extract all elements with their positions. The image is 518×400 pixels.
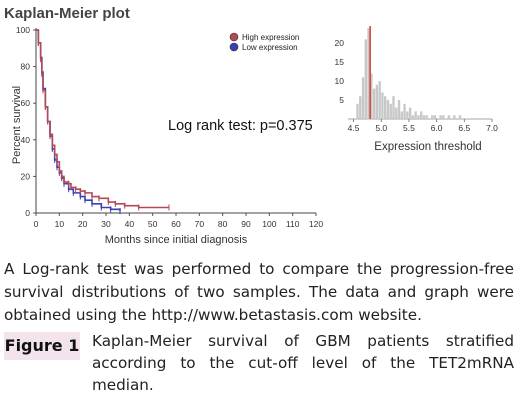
hist-bar bbox=[414, 111, 417, 119]
figure-description: A Log-rank test was performed to compare… bbox=[4, 260, 514, 324]
hist-x-tick-label: 5.5 bbox=[403, 123, 415, 133]
km-x-tick-label: 30 bbox=[101, 219, 111, 229]
legend-label-high: High expression bbox=[242, 33, 299, 42]
km-y-axis-label: Percent survival bbox=[11, 86, 23, 164]
hist-bar bbox=[367, 28, 370, 119]
hist-bar bbox=[389, 103, 392, 119]
km-x-tick-label: 20 bbox=[78, 219, 88, 229]
hist-bar bbox=[361, 77, 365, 119]
km-x-tick-label: 0 bbox=[34, 219, 39, 229]
hist-bar bbox=[403, 103, 406, 119]
hist-bar bbox=[447, 115, 451, 119]
kaplan-meier-chart: Kaplan-Meier plot 0 20 40 60 80 100 0 10 20 30 40 5… bbox=[4, 5, 323, 246]
hist-x-tick-label: 4.5 bbox=[348, 123, 360, 133]
hist-bar bbox=[364, 39, 367, 119]
km-x-tick-label: 40 bbox=[125, 219, 135, 229]
hist-bar bbox=[411, 115, 415, 119]
km-x-tick-label: 90 bbox=[241, 219, 251, 229]
km-x-tick-label: 60 bbox=[171, 219, 181, 229]
figure-caption: Kaplan-Meier survival of GBM patients st… bbox=[92, 332, 514, 394]
hist-y-tick-label: 15 bbox=[335, 57, 345, 67]
km-y-tick-label: 20 bbox=[21, 171, 31, 181]
legend-label-low: Low expression bbox=[242, 43, 298, 52]
hist-x-tick-label: 5.0 bbox=[375, 123, 387, 133]
legend-marker-high bbox=[229, 32, 239, 42]
km-y-tick-label: 0 bbox=[25, 208, 30, 218]
hist-x-tick-label: 7.0 bbox=[486, 123, 498, 133]
hist-y-tick-label: 10 bbox=[335, 76, 345, 86]
km-x-tick-label: 120 bbox=[309, 219, 323, 229]
hist-bar bbox=[453, 115, 456, 119]
km-x-tick-label: 70 bbox=[195, 219, 205, 229]
hist-bar bbox=[370, 73, 373, 119]
hist-bar bbox=[356, 103, 359, 119]
hist-bar bbox=[431, 115, 434, 119]
km-y-tick-label: 40 bbox=[21, 135, 31, 145]
hist-y-tick-label: 20 bbox=[335, 38, 345, 48]
km-y-tick-label: 60 bbox=[21, 98, 31, 108]
hist-bar bbox=[384, 96, 387, 119]
expression-histogram: 5 10 15 20 4.5 5.0 5.5 6.0 6.5 7.0 Expression thr… bbox=[335, 26, 498, 153]
hist-bar bbox=[417, 115, 420, 119]
km-x-tick-label: 50 bbox=[148, 219, 158, 229]
km-series-high bbox=[36, 29, 169, 209]
log-rank-annotation: Log rank test: p=0.375 bbox=[168, 118, 313, 134]
hist-bar bbox=[433, 115, 437, 119]
hist-bar bbox=[420, 111, 423, 119]
hist-bar bbox=[386, 100, 390, 119]
km-x-tick-label: 110 bbox=[286, 219, 300, 229]
hist-x-axis-label: Expression threshold bbox=[374, 141, 481, 153]
hist-bar bbox=[442, 115, 445, 119]
hist-bar bbox=[372, 88, 376, 119]
figure-graphic: Kaplan-Meier plot 0 20 40 60 80 100 0 10 20 30 40 5… bbox=[4, 5, 498, 246]
hist-y-tick-label: 5 bbox=[339, 95, 344, 105]
km-y-tick-label: 80 bbox=[21, 62, 31, 72]
hist-bar bbox=[422, 115, 426, 119]
legend-marker-low bbox=[229, 42, 239, 52]
hist-bar bbox=[439, 115, 442, 119]
hist-bar bbox=[395, 107, 398, 119]
km-x-tick-label: 100 bbox=[262, 219, 276, 229]
km-x-tick-label: 80 bbox=[218, 219, 228, 229]
hist-x-tick-label: 6.0 bbox=[431, 123, 443, 133]
hist-bar bbox=[408, 107, 412, 119]
figure-label: Figure 1 bbox=[4, 332, 80, 360]
hist-bar bbox=[458, 115, 462, 119]
hist-bar bbox=[378, 81, 381, 119]
hist-bar bbox=[375, 84, 379, 119]
hist-bar bbox=[359, 96, 362, 119]
km-chart-title: Kaplan-Meier plot bbox=[4, 5, 130, 22]
hist-bar bbox=[400, 111, 403, 119]
hist-bar bbox=[397, 100, 401, 119]
hist-bar bbox=[406, 111, 409, 119]
km-series-low bbox=[36, 29, 121, 212]
km-x-axis-label: Months since initial diagnosis bbox=[105, 234, 248, 246]
km-y-tick-label: 100 bbox=[16, 25, 30, 35]
km-x-tick-label: 10 bbox=[55, 219, 65, 229]
hist-bar bbox=[392, 96, 395, 119]
hist-bar bbox=[425, 115, 428, 119]
hist-bar bbox=[381, 92, 384, 119]
hist-x-tick-label: 6.5 bbox=[458, 123, 470, 133]
